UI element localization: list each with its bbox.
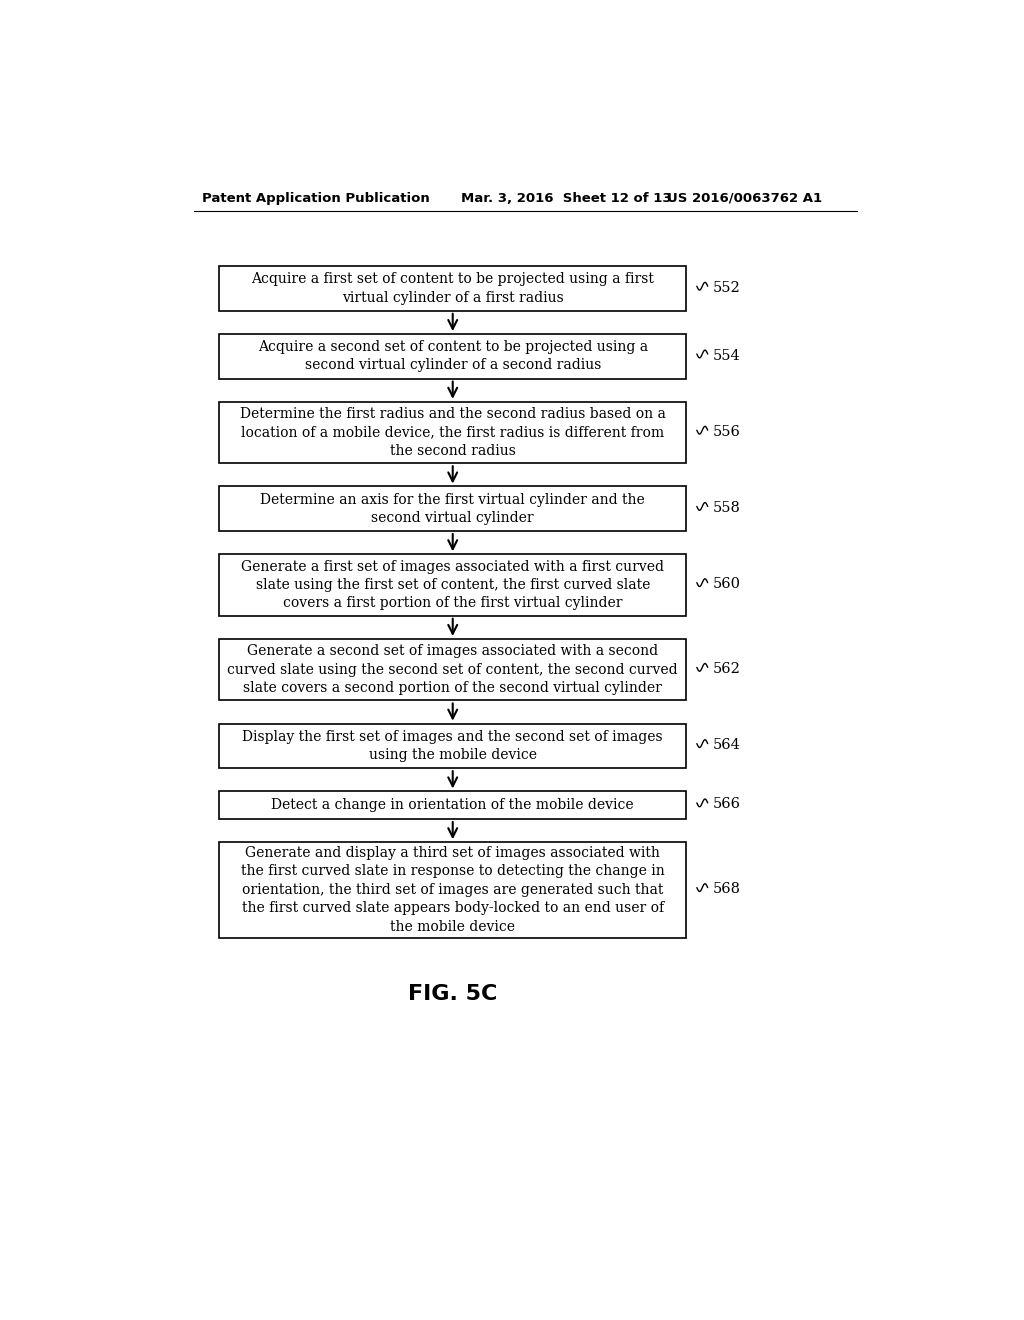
Text: 554: 554 [713, 348, 740, 363]
Text: Detect a change in orientation of the mobile device: Detect a change in orientation of the mo… [271, 799, 634, 812]
Text: 562: 562 [713, 661, 740, 676]
Text: 558: 558 [713, 502, 740, 515]
Text: Determine the first radius and the second radius based on a
location of a mobile: Determine the first radius and the secon… [240, 407, 666, 458]
Text: 560: 560 [713, 577, 740, 591]
Text: 556: 556 [713, 425, 740, 438]
Text: Generate a second set of images associated with a second
curved slate using the : Generate a second set of images associat… [227, 644, 678, 696]
Text: Generate a first set of images associated with a first curved
slate using the fi: Generate a first set of images associate… [242, 560, 665, 610]
Text: 566: 566 [713, 797, 740, 812]
Bar [219, 334, 686, 379]
Bar [219, 723, 686, 768]
Bar [219, 401, 686, 463]
Bar [219, 842, 686, 937]
Text: Acquire a second set of content to be projected using a
second virtual cylinder : Acquire a second set of content to be pr… [258, 341, 648, 372]
Bar [219, 639, 686, 701]
Text: Acquire a first set of content to be projected using a first
virtual cylinder of: Acquire a first set of content to be pro… [251, 272, 654, 305]
Bar [219, 792, 686, 818]
Text: FIG. 5C: FIG. 5C [408, 983, 498, 1003]
Text: 568: 568 [713, 882, 740, 896]
Text: Display the first set of images and the second set of images
using the mobile de: Display the first set of images and the … [243, 730, 663, 762]
Bar [219, 554, 686, 615]
Text: Patent Application Publication: Patent Application Publication [202, 191, 429, 205]
Text: Generate and display a third set of images associated with
the first curved slat: Generate and display a third set of imag… [241, 846, 665, 933]
Text: 552: 552 [713, 281, 740, 294]
Bar [219, 487, 686, 531]
Bar [219, 267, 686, 312]
Text: US 2016/0063762 A1: US 2016/0063762 A1 [667, 191, 821, 205]
Text: Determine an axis for the first virtual cylinder and the
second virtual cylinder: Determine an axis for the first virtual … [260, 492, 645, 525]
Text: 564: 564 [713, 738, 740, 752]
Text: Mar. 3, 2016  Sheet 12 of 13: Mar. 3, 2016 Sheet 12 of 13 [461, 191, 672, 205]
